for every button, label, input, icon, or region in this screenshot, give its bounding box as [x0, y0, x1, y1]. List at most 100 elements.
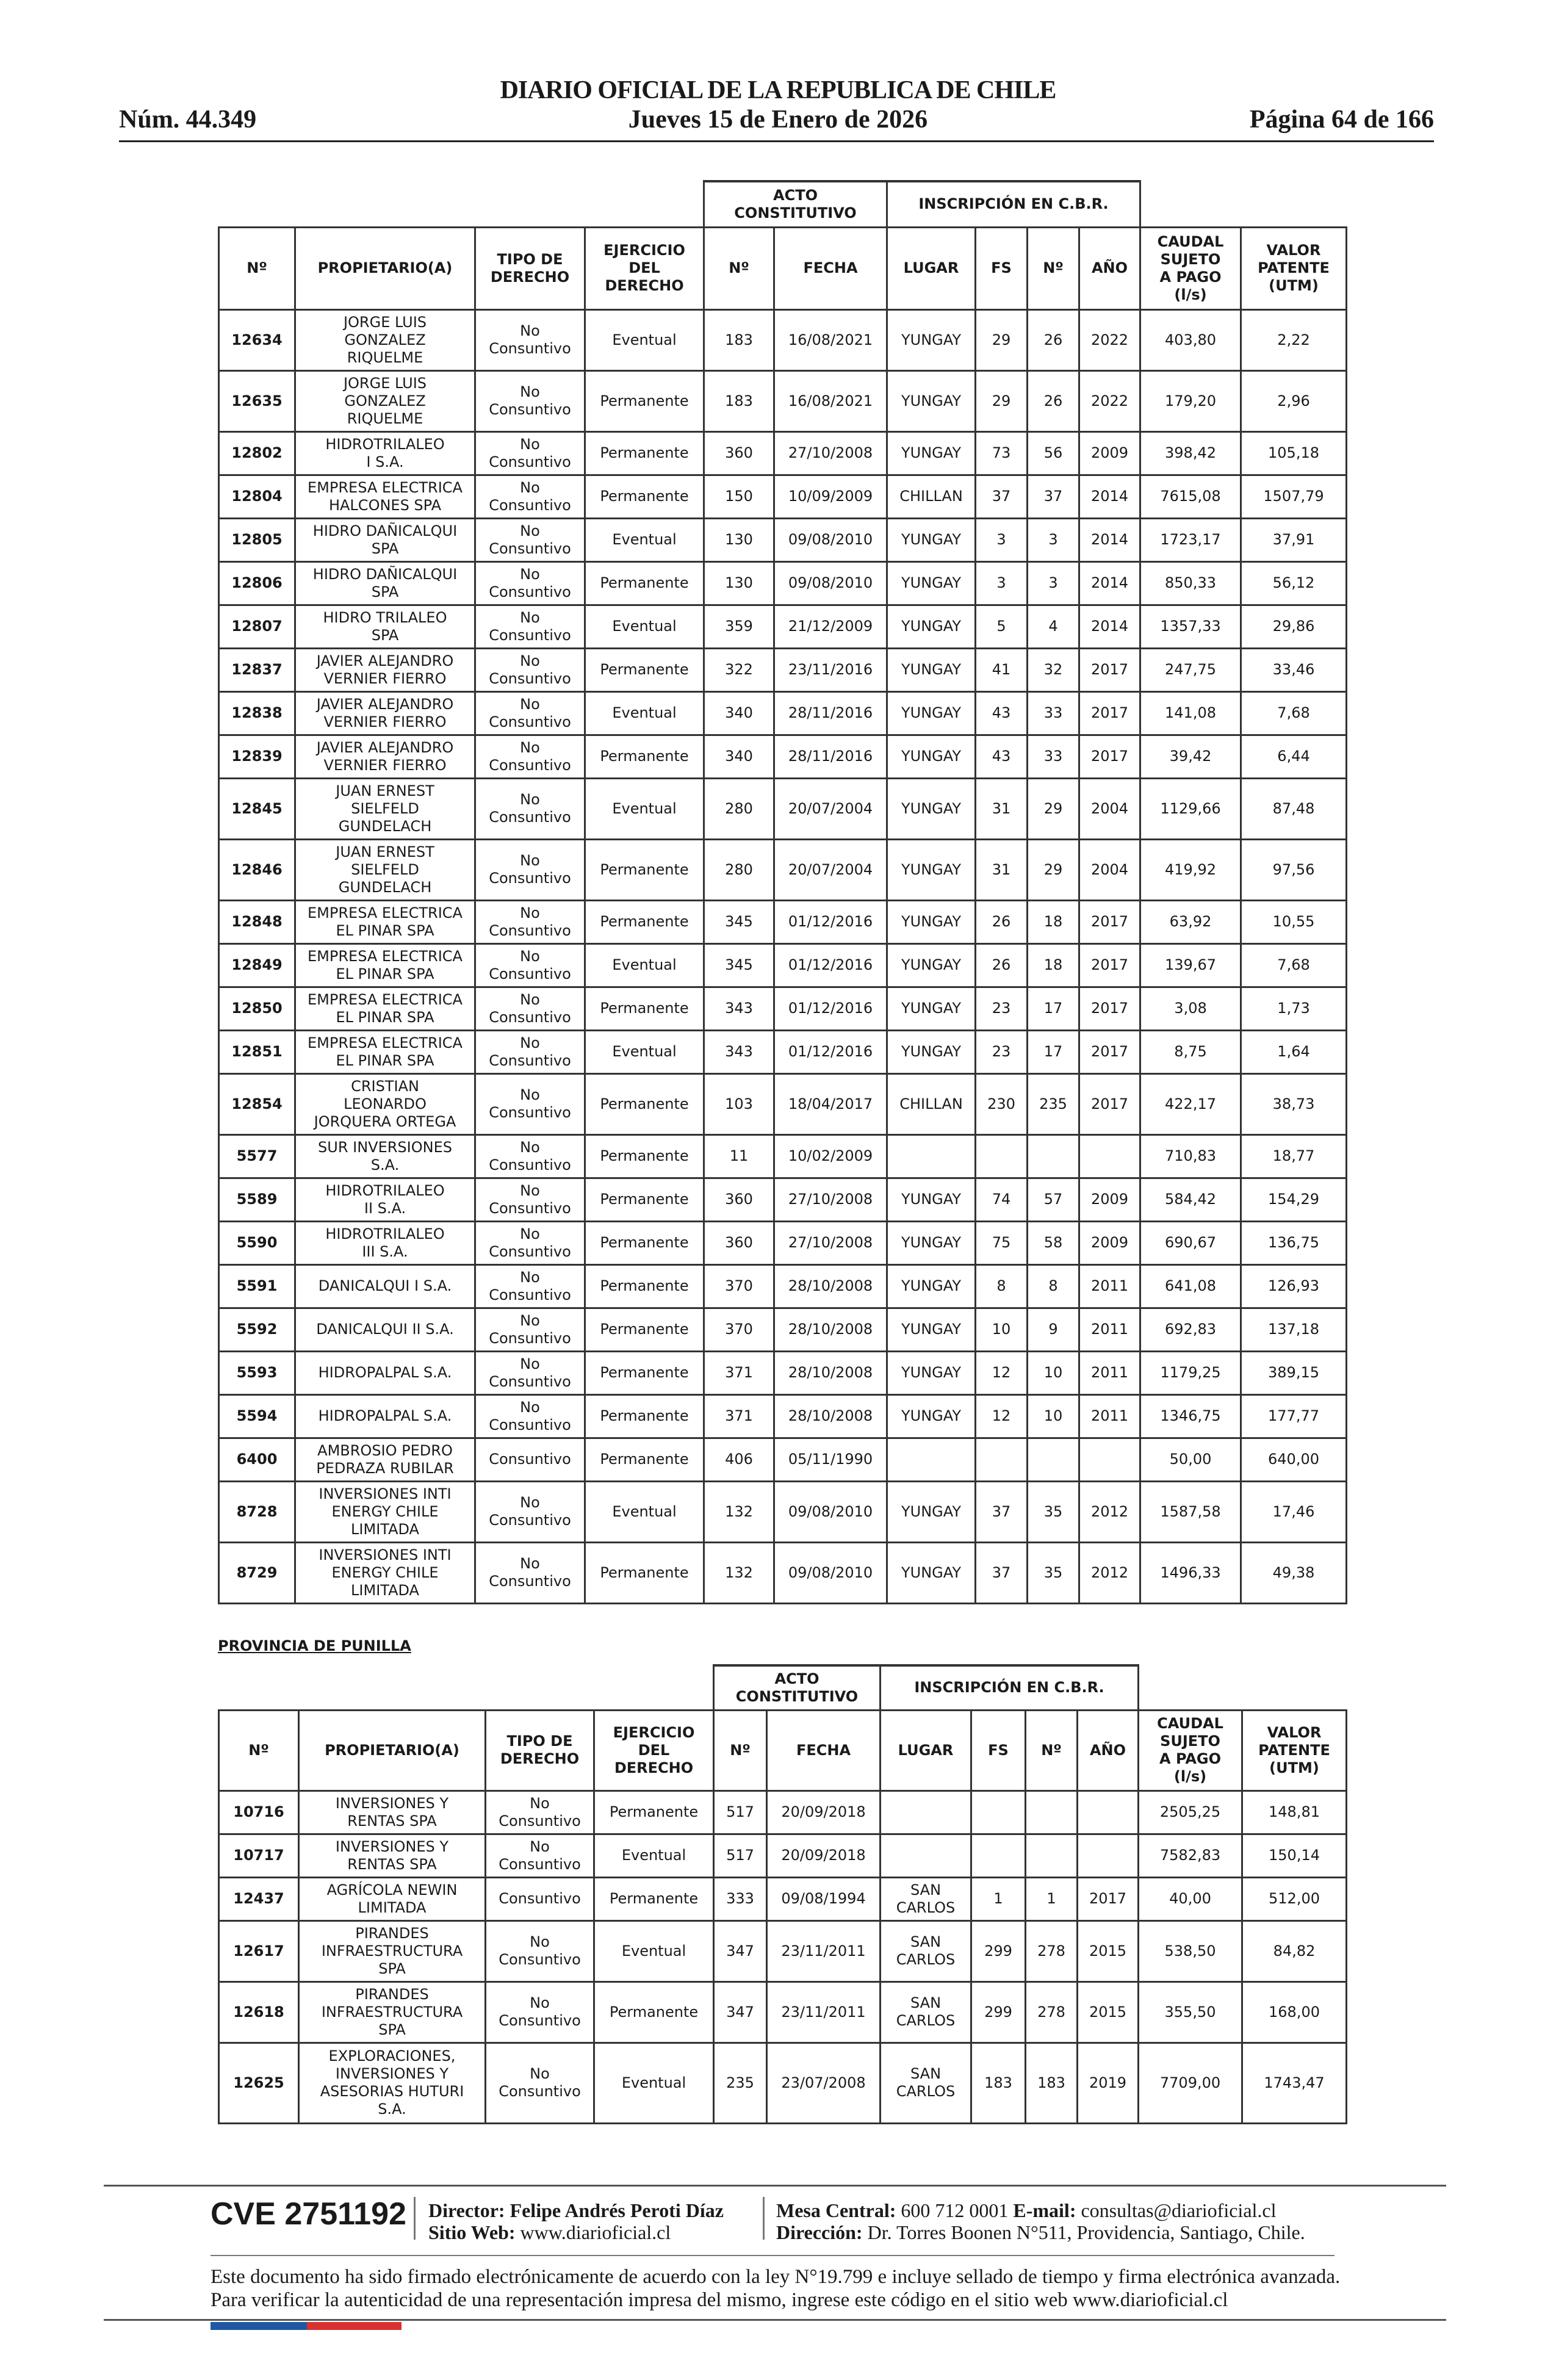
cell-right-type: No Consuntivo — [484, 1789, 595, 1835]
cell-patent-value: 38,73 — [1240, 1072, 1348, 1136]
cell-act-number: 343 — [703, 1029, 775, 1075]
cell-flow: 1357,33 — [1139, 604, 1242, 649]
cell-patent-value: 148,81 — [1241, 1789, 1348, 1835]
column-header-flow: CAUDAL SUJETO A PAGO (l/s) — [1139, 226, 1242, 311]
cell-number: 5592 — [218, 1307, 296, 1352]
address: Dr. Torres Boonen N°511, Providencia, Sa… — [867, 2221, 1305, 2243]
cell-act-date: 27/10/2008 — [773, 430, 888, 476]
cell-cbr-fs: 299 — [970, 1919, 1026, 1983]
cell-flow: 247,75 — [1139, 647, 1242, 693]
footer-divider — [211, 2255, 1334, 2256]
column-header-patent-value: VALOR PATENTE (UTM) — [1240, 226, 1348, 311]
cell-right-type: No Consuntivo — [474, 1220, 586, 1266]
cell-act-number: 370 — [703, 1307, 775, 1352]
cell-number: 12805 — [218, 517, 296, 563]
cell-right-exercise: Permanente — [584, 1263, 705, 1309]
cell-cbr-year: 2017 — [1078, 942, 1142, 988]
group-header-row: ACTO CONSTITUTIVO INSCRIPCIÓN EN C.B.R. — [219, 180, 1347, 228]
cell-cbr-place — [886, 1437, 976, 1482]
cell-flow: 1723,17 — [1139, 517, 1242, 563]
cell-cbr-place: YUNGAY — [886, 308, 976, 372]
cell-act-date: 20/09/2018 — [766, 1833, 881, 1878]
cell-number: 6400 — [218, 1437, 296, 1482]
table-row: 12837 JAVIER ALEJANDRO VERNIER FIERRO No C… — [218, 647, 1348, 693]
email-label: E-mail: — [1013, 2199, 1076, 2221]
cell-owner: HIDROTRILALEO III S.A. — [294, 1220, 476, 1266]
column-header-cbr-year: AÑO — [1078, 226, 1142, 311]
cell-flow: 398,42 — [1139, 430, 1242, 476]
cell-patent-value: 7,68 — [1240, 942, 1348, 988]
cell-cbr-place: YUNGAY — [886, 899, 976, 945]
cell-cbr-place: YUNGAY — [886, 942, 976, 988]
column-header-flow: CAUDAL SUJETO A PAGO (l/s) — [1137, 1709, 1244, 1792]
cell-cbr-number: 10 — [1026, 1393, 1080, 1439]
cell-act-number: 130 — [703, 517, 775, 563]
cell-cbr-number: 18 — [1026, 942, 1080, 988]
cell-patent-value: 640,00 — [1240, 1437, 1348, 1482]
cell-right-type: Consuntivo — [484, 1876, 595, 1922]
cell-owner: INVERSIONES Y RENTAS SPA — [298, 1833, 486, 1878]
cell-patent-value: 17,46 — [1240, 1480, 1348, 1543]
cell-right-type: No Consuntivo — [484, 1833, 595, 1878]
table-row: 8728 INVERSIONES INTI ENERGY CHILE LIMITA… — [218, 1480, 1348, 1543]
cell-patent-value: 1743,47 — [1241, 2041, 1348, 2124]
cell-act-date: 20/07/2004 — [773, 777, 888, 840]
cell-right-exercise: Permanente — [593, 1789, 715, 1835]
cell-patent-value: 168,00 — [1241, 1980, 1348, 2044]
cell-right-exercise: Permanente — [584, 647, 705, 693]
cell-cbr-fs — [974, 1437, 1028, 1482]
cell-act-date: 01/12/2016 — [773, 1029, 888, 1075]
cell-act-date: 09/08/2010 — [773, 560, 888, 606]
cell-cbr-place: YUNGAY — [886, 1350, 976, 1396]
cell-act-date: 21/12/2009 — [773, 604, 888, 649]
cell-cbr-number: 35 — [1026, 1541, 1080, 1604]
cell-act-number: 517 — [713, 1789, 768, 1835]
cell-owner: AMBROSIO PEDRO PEDRAZA RUBILAR — [294, 1437, 476, 1482]
cell-owner: JAVIER ALEJANDRO VERNIER FIERRO — [294, 734, 476, 779]
website-link[interactable]: www.diarioficial.cl — [520, 2221, 671, 2243]
cell-owner: AGRÍCOLA NEWIN LIMITADA — [298, 1876, 486, 1922]
cell-owner: CRISTIAN LEONARDO JORQUERA ORTEGA — [294, 1072, 476, 1136]
cell-right-type: No Consuntivo — [474, 1263, 586, 1309]
cell-act-date: 20/07/2004 — [773, 838, 888, 901]
cell-right-exercise: Permanente — [584, 838, 705, 901]
table-row: 5593 HIDROPALPAL S.A. No Consuntivo Permane… — [218, 1350, 1348, 1396]
group-header-inscripcion: INSCRIPCIÓN EN C.B.R. — [885, 180, 1142, 228]
cell-owner: HIDROPALPAL S.A. — [294, 1350, 476, 1396]
cell-patent-value: 2,22 — [1240, 308, 1348, 372]
cell-cbr-fs — [974, 1133, 1028, 1179]
cve-code: CVE 2751192 — [211, 2196, 406, 2232]
cell-right-type: No Consuntivo — [474, 838, 586, 901]
cell-flow: 690,67 — [1139, 1220, 1242, 1266]
cell-act-number: 360 — [703, 1177, 775, 1222]
cell-act-date: 23/07/2008 — [766, 2041, 881, 2124]
cell-patent-value: 154,29 — [1240, 1177, 1348, 1222]
cell-number: 12804 — [218, 474, 296, 519]
cell-cbr-place: CHILLAN — [886, 474, 976, 519]
cell-number: 12849 — [218, 942, 296, 988]
cell-number: 12802 — [218, 430, 296, 476]
header-divider — [119, 140, 1434, 142]
cell-right-exercise: Eventual — [584, 517, 705, 563]
cell-right-exercise: Eventual — [593, 1919, 715, 1983]
cell-act-date: 20/09/2018 — [766, 1789, 881, 1835]
cell-right-type: No Consuntivo — [474, 517, 586, 563]
cell-cbr-place: YUNGAY — [886, 1177, 976, 1222]
email-link[interactable]: consultas@diarioficial.cl — [1081, 2199, 1277, 2221]
cell-right-type: No Consuntivo — [484, 2041, 595, 2124]
cell-cbr-year: 2009 — [1078, 1220, 1142, 1266]
column-header-number: Nº — [218, 226, 296, 311]
cell-cbr-number: 10 — [1026, 1350, 1080, 1396]
cell-number: 5594 — [218, 1393, 296, 1439]
column-header-row: Nº PROPIETARIO(A) TIPO DE DERECHO EJERCICIO… — [218, 226, 1348, 311]
cell-act-date: 28/10/2008 — [773, 1393, 888, 1439]
cell-flow: 139,67 — [1139, 942, 1242, 988]
cell-number: 5590 — [218, 1220, 296, 1266]
column-header-cbr-number: Nº — [1026, 226, 1080, 311]
cell-cbr-fs: 230 — [974, 1072, 1028, 1136]
cell-act-number: 345 — [703, 899, 775, 945]
cell-cbr-year: 2011 — [1078, 1263, 1142, 1309]
cell-cbr-fs: 75 — [974, 1220, 1028, 1266]
cell-flow: 8,75 — [1139, 1029, 1242, 1075]
cell-act-number: 183 — [703, 369, 775, 433]
